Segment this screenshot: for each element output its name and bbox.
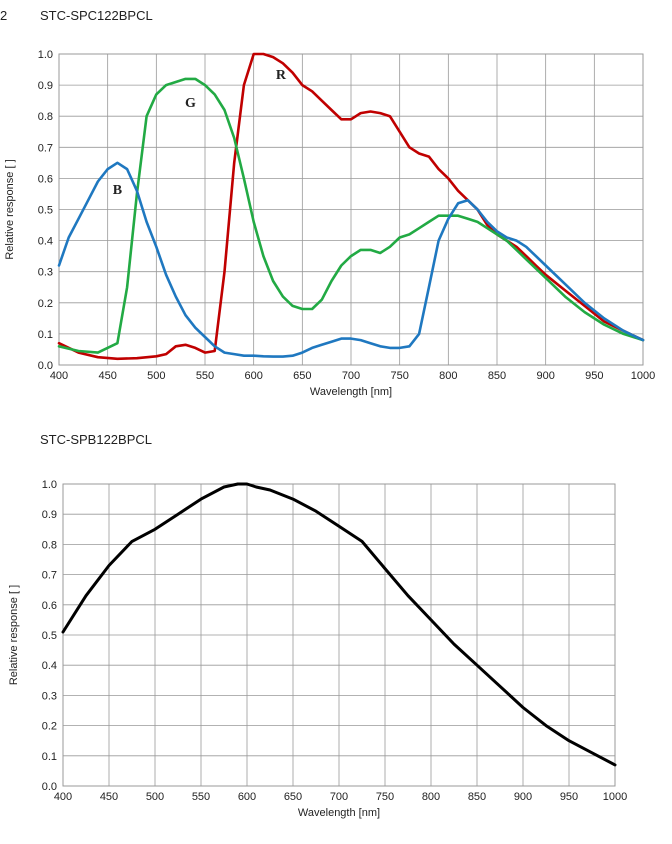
curve-annotation: R	[276, 68, 287, 83]
y-tick-label: 0.2	[38, 298, 53, 310]
x-tick-label: 700	[342, 370, 360, 382]
x-tick-label: 600	[244, 370, 262, 382]
series-line-1	[57, 77, 645, 354]
y-tick-label: 0.6	[38, 173, 53, 185]
y-axis-label: Relative response [ ]	[4, 159, 16, 259]
y-tick-label: 0.1	[38, 329, 53, 341]
x-tick-label: 850	[488, 370, 506, 382]
y-tick-label: 0.7	[42, 570, 57, 582]
x-tick-label: 950	[585, 370, 603, 382]
x-tick-label: 400	[50, 370, 68, 382]
x-tick-label: 500	[147, 370, 165, 382]
x-tick-label: 950	[560, 791, 578, 803]
y-tick-label: 0.3	[38, 267, 53, 279]
series-line-0	[57, 52, 645, 361]
y-tick-label: 0.4	[42, 660, 57, 672]
x-axis-label: Wavelength [nm]	[298, 807, 380, 819]
x-tick-label: 700	[330, 791, 348, 803]
chart-title-mono: STC-SPB122BPCL	[40, 432, 152, 447]
y-tick-label: 0.2	[42, 721, 57, 733]
y-tick-label: 0.7	[38, 142, 53, 154]
x-tick-label: 900	[536, 370, 554, 382]
x-tick-label: 650	[293, 370, 311, 382]
chart-title-color: STC-SPC122BPCL	[40, 8, 153, 23]
x-tick-label: 600	[238, 791, 256, 803]
x-tick-label: 1000	[603, 791, 627, 803]
x-tick-label: 750	[390, 370, 408, 382]
page-number: 2	[0, 8, 8, 23]
x-tick-label: 650	[284, 791, 302, 803]
color-response-chart: 400 450 500 550 600 650 700 750 800 850 900 950 1000…	[4, 49, 655, 398]
x-tick-label: 750	[376, 791, 394, 803]
x-tick-label: 450	[98, 370, 116, 382]
y-axis-label: Relative response [ ]	[8, 585, 20, 685]
y-tick-label: 0.9	[38, 80, 53, 92]
x-tick-label: 450	[100, 791, 118, 803]
y-tick-label: 0.8	[42, 539, 57, 551]
y-tick-label: 0.9	[42, 509, 57, 521]
y-tick-label: 1.0	[42, 479, 57, 491]
y-tick-label: 0.6	[42, 600, 57, 612]
x-tick-label: 400	[54, 791, 72, 803]
x-tick-label: 800	[439, 370, 457, 382]
series-line-0	[61, 482, 617, 767]
x-tick-label: 550	[196, 370, 214, 382]
y-tick-label: 0.5	[42, 630, 57, 642]
y-tick-label: 1.0	[38, 49, 53, 61]
x-tick-label: 850	[468, 791, 486, 803]
curve-annotation: G	[185, 96, 196, 111]
x-axis-label: Wavelength [nm]	[310, 386, 392, 398]
x-tick-label: 500	[146, 791, 164, 803]
y-tick-label: 0.5	[38, 205, 53, 217]
x-tick-label: 900	[514, 791, 532, 803]
y-tick-label: 0.4	[38, 236, 53, 248]
y-tick-label: 0.3	[42, 690, 57, 702]
curve-annotation: B	[113, 183, 122, 198]
y-tick-label: 0.8	[38, 111, 53, 123]
y-tick-label: 0.0	[38, 360, 53, 372]
x-tick-label: 550	[192, 791, 210, 803]
y-tick-label: 0.1	[42, 751, 57, 763]
x-tick-label: 800	[422, 791, 440, 803]
y-tick-label: 0.0	[42, 781, 57, 793]
x-tick-label: 1000	[631, 370, 655, 382]
series-line-2	[57, 161, 645, 358]
